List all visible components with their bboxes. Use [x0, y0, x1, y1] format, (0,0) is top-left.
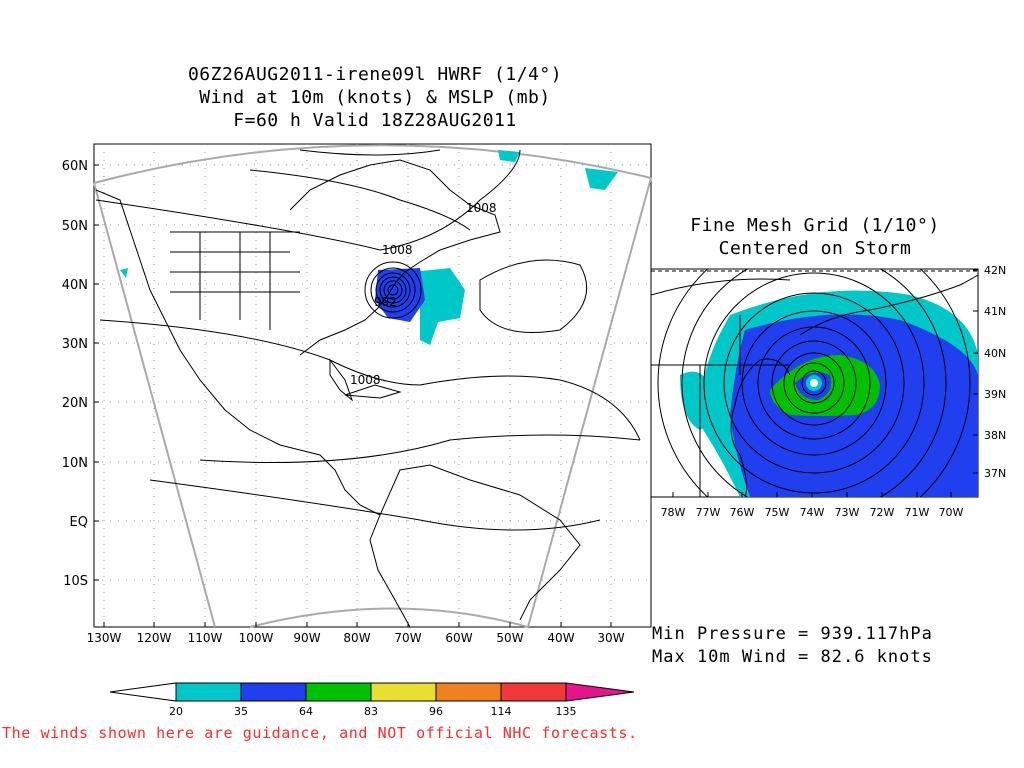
colorbar-swatch: [305, 682, 372, 702]
inset-isobars: [651, 269, 971, 497]
colorbar-swatch: [175, 682, 242, 702]
main-lon-label: 50W: [496, 631, 523, 645]
colorbar-swatch: [370, 682, 437, 702]
max-wind-readout: Max 10m Wind = 82.6 knots: [652, 647, 933, 667]
colorbar-low-arrow: [109, 682, 177, 702]
inset-lat-label: 41N: [984, 305, 1006, 318]
disclaimer-text: The winds shown here are guidance, and N…: [2, 724, 638, 742]
main-lon-label: 30W: [597, 631, 624, 645]
coastlines: [95, 159, 581, 628]
main-map: 1008 1008 992 1008 60N 50N 40N 30N 20N 1…: [62, 143, 652, 645]
isobar-label-1: 1008: [466, 201, 497, 215]
inset-lon-label: 71W: [905, 506, 930, 519]
main-lat-label: 50N: [62, 219, 88, 234]
inset-lat-label: 39N: [984, 388, 1006, 401]
isobar-label-2: 1008: [382, 243, 413, 257]
main-lat-label: 20N: [62, 396, 88, 411]
inset-lon-labels: 78W 77W 76W 75W 74W 73W 72W 71W 70W: [661, 506, 964, 519]
main-lat-labels: 60N 50N 40N 30N 20N 10N EQ 10S: [62, 159, 88, 589]
main-lon-label: 120W: [137, 631, 172, 645]
inset-title-line-2: Centered on Storm: [718, 238, 912, 259]
colorbar-tick-label: 64: [299, 705, 313, 718]
colorbar-tick-label: 83: [364, 705, 378, 718]
main-lon-label: 80W: [343, 631, 370, 645]
colorbar-swatch: [500, 682, 567, 702]
main-lon-labels: 130W 120W 110W 100W 90W 80W 70W 60W 50W …: [87, 631, 625, 645]
main-lon-label: 40W: [547, 631, 574, 645]
main-lat-label: 30N: [62, 337, 88, 352]
inset-lat-label: 37N: [984, 467, 1006, 480]
main-lat-label: 40N: [62, 278, 88, 293]
inset-lat-label: 40N: [984, 347, 1006, 360]
main-lon-label: 90W: [293, 631, 320, 645]
main-lon-label: 70W: [394, 631, 421, 645]
inset-title-line-1: Fine Mesh Grid (1/10°): [690, 215, 940, 236]
map-title-line-1: 06Z26AUG2011-irene09l HWRF (1/4°): [187, 64, 563, 85]
main-lat-label: 60N: [62, 159, 88, 174]
isobar-label-4: 1008: [350, 373, 381, 387]
inset-lon-label: 77W: [696, 506, 721, 519]
main-lat-label: 10S: [63, 574, 88, 589]
inset-lat-labels: 42N 41N 40N 39N 38N 37N: [984, 264, 1006, 480]
inset-lon-label: 78W: [661, 506, 686, 519]
min-pressure-readout: Min Pressure = 939.117hPa: [652, 624, 933, 644]
inset-lon-ticks: [672, 492, 952, 497]
colorbar-tick-labels: 20 35 64 83 96 114 135: [169, 705, 577, 718]
graticule: [94, 144, 651, 627]
colorbar-tick-label: 35: [234, 705, 248, 718]
main-lat-label: 10N: [62, 456, 88, 471]
inset-lon-label: 73W: [835, 506, 860, 519]
inset-lon-label: 74W: [800, 506, 825, 519]
colorbar-tick-label: 114: [491, 705, 512, 718]
colorbar-tick-label: 20: [169, 705, 183, 718]
main-lon-label: 100W: [239, 631, 274, 645]
colorbar-tick-label: 96: [429, 705, 443, 718]
inset-lon-label: 75W: [765, 506, 790, 519]
isobar-label-3: 992: [374, 295, 397, 309]
main-lon-label: 60W: [445, 631, 472, 645]
inset-lon-label: 70W: [939, 506, 964, 519]
colorbar-swatch: [240, 682, 307, 702]
main-lat-label: EQ: [70, 515, 88, 530]
colorbar-high-arrow: [565, 682, 635, 702]
inset-lat-label: 38N: [984, 429, 1006, 442]
colorbar-tick-label: 135: [556, 705, 577, 718]
main-lon-ticks: [103, 622, 612, 627]
inset-lon-label: 72W: [870, 506, 895, 519]
inset-lat-label: 42N: [984, 264, 1006, 277]
isobars: [95, 149, 641, 531]
inset-lat-ticks: [973, 269, 978, 474]
domain-boundary: [93, 144, 652, 628]
wind-colorbar: 20 35 64 83 96 114 135: [109, 682, 635, 718]
inset-coastlines: [651, 270, 978, 497]
inset-lon-label: 76W: [730, 506, 755, 519]
main-lon-label: 130W: [87, 631, 122, 645]
inset-map: 42N 41N 40N 39N 38N 37N 78W 77W 76W 75W …: [650, 264, 1006, 519]
storm-isobars: [364, 261, 422, 319]
colorbar-swatch: [435, 682, 502, 702]
map-title-line-2: Wind at 10m (knots) & MSLP (mb): [199, 87, 551, 108]
main-lon-label: 110W: [188, 631, 223, 645]
map-title-line-3: F=60 h Valid 18Z28AUG2011: [233, 110, 517, 131]
main-lat-ticks: [94, 164, 99, 581]
